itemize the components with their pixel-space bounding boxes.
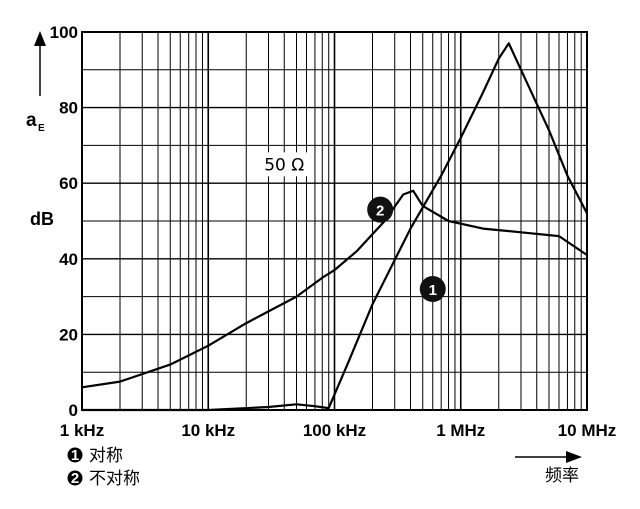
legend-marker-1-num: 1 <box>71 447 79 464</box>
x-tick-label: 100 kHz <box>303 421 366 440</box>
x-tick-label: 10 MHz <box>558 421 617 440</box>
legend-item-1: 1 对称 <box>67 446 123 466</box>
series-group: 12 <box>81 42 588 412</box>
legend-label-2: 不对称 <box>89 469 140 489</box>
x-axis-label: 频率 <box>545 466 579 486</box>
y-tick-label: 100 <box>50 23 78 42</box>
x-tick-label: 1 MHz <box>436 421 485 440</box>
x-tick-label: 10 kHz <box>181 421 235 440</box>
x-axis-arrow <box>515 451 582 463</box>
y-axis-label-subscript: E <box>38 123 45 134</box>
plot-frame <box>81 31 588 411</box>
legend-label-1: 对称 <box>89 446 123 466</box>
series-marker-label-1: 1 <box>429 282 437 299</box>
legend-marker-1 <box>67 447 83 463</box>
y-tick-label: 80 <box>59 99 78 118</box>
series-line-1 <box>82 42 588 412</box>
y-axis-arrow <box>34 31 46 96</box>
y-tick-label: 60 <box>59 174 78 193</box>
series-marker-2 <box>367 196 394 223</box>
impedance-annotation: 50 Ω <box>257 152 312 177</box>
legend: 1 对称 2 不对称 <box>67 446 140 489</box>
tick-labels: 1 kHz 10 kHz 100 kHz 1 MHz 10 MHz 0 20 40 60 80 10… <box>50 23 617 440</box>
annotation-text: 50 Ω <box>264 155 304 175</box>
series-line-2 <box>81 189 588 389</box>
y-tick-label: 20 <box>59 325 78 344</box>
series-marker-1 <box>419 276 446 303</box>
legend-marker-2 <box>67 470 83 486</box>
y-axis-unit: dB <box>30 209 54 229</box>
y-tick-label: 0 <box>69 401 78 420</box>
y-tick-label: 40 <box>59 250 78 269</box>
x-tick-label: 1 kHz <box>60 421 104 440</box>
series-marker-label-2: 2 <box>376 203 384 220</box>
legend-marker-2-num: 2 <box>71 470 79 487</box>
grid <box>82 32 587 410</box>
y-axis-label: a <box>26 110 37 131</box>
legend-item-2: 2 不对称 <box>67 469 140 489</box>
